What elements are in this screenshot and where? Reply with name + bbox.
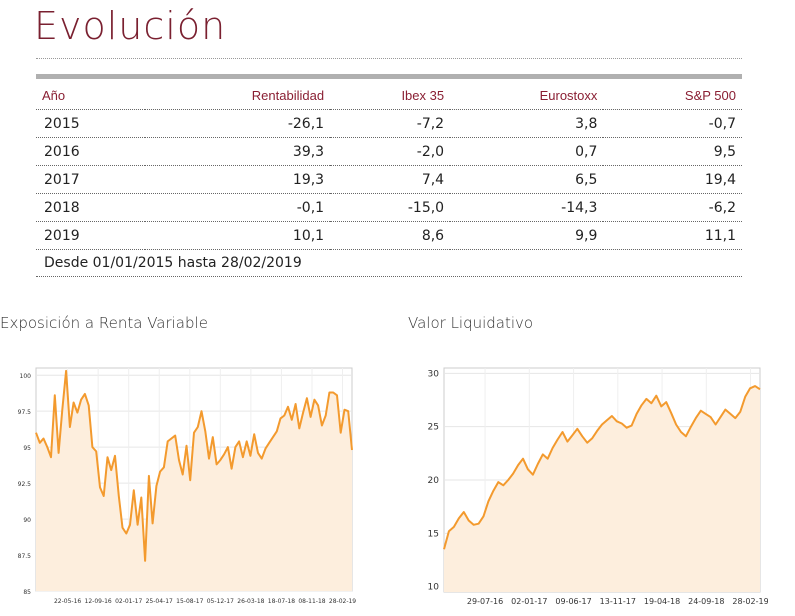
table-cell: -0,1 bbox=[145, 193, 331, 222]
table-cell: -2,0 bbox=[330, 137, 451, 166]
header-rentabilidad: Rentabilidad bbox=[145, 82, 331, 110]
table-row: 2016 39,3 -2,0 0,7 9,5 bbox=[36, 137, 742, 166]
y-tick-label: 30 bbox=[428, 369, 440, 379]
table-cell: 8,6 bbox=[330, 221, 451, 250]
table-cell: 9,5 bbox=[603, 137, 742, 166]
table-cell: -6,2 bbox=[603, 193, 742, 222]
table-cell: 19,3 bbox=[145, 165, 331, 194]
table-cell: 0,7 bbox=[450, 137, 604, 166]
table-cell: 3,8 bbox=[450, 109, 604, 138]
y-tick-label: 10 bbox=[428, 583, 440, 593]
x-tick-label: 26-03-18 bbox=[237, 598, 264, 605]
y-tick-label: 15 bbox=[428, 529, 439, 539]
x-tick-label: 12-09-16 bbox=[85, 598, 112, 605]
table-cell: 6,5 bbox=[450, 165, 604, 194]
y-tick-label: 87.5 bbox=[18, 553, 32, 560]
table-top-bar bbox=[36, 74, 742, 79]
header-sp500: S&P 500 bbox=[603, 82, 742, 110]
x-tick-label: 08-11-18 bbox=[298, 598, 325, 605]
x-tick-label: 18-07-18 bbox=[268, 598, 295, 605]
table-cell: 39,3 bbox=[145, 137, 331, 166]
nav-chart: 30 25 20 15 10 29-07-16 02-01-17 09-06-17 13-11-… bbox=[428, 367, 768, 606]
x-tick-label: 02-01-17 bbox=[115, 598, 142, 605]
table-row: 2019 10,1 8,6 9,9 11,1 bbox=[36, 221, 742, 250]
y-tick-label: 25 bbox=[428, 423, 439, 433]
x-tick-label: 28-02-19 bbox=[329, 598, 356, 605]
table-row: 2018 -0,1 -15,0 -14,3 -6,2 bbox=[36, 193, 742, 222]
y-tick-label: 100 bbox=[20, 373, 32, 380]
x-tick-label: 25-04-17 bbox=[146, 598, 173, 605]
table-cell: 2018 bbox=[36, 193, 145, 222]
y-tick-label: 97.5 bbox=[18, 409, 32, 416]
x-tick-label: 29-07-16 bbox=[467, 597, 503, 606]
table-cell: -0,7 bbox=[603, 109, 742, 138]
table-cell: 2017 bbox=[36, 165, 145, 194]
table-cell: -15,0 bbox=[330, 193, 451, 222]
series-line bbox=[443, 385, 761, 550]
table-cell: 2019 bbox=[36, 221, 145, 250]
x-tick-label: 24-09-18 bbox=[688, 597, 724, 606]
table-cell: -26,1 bbox=[145, 109, 331, 138]
chart-title-exposure: Exposición a Renta Variable bbox=[0, 314, 208, 332]
table-cell: 7,4 bbox=[330, 165, 451, 194]
x-tick-label: 22-05-16 bbox=[54, 598, 81, 605]
table-row: 2017 19,3 7,4 6,5 19,4 bbox=[36, 165, 742, 194]
y-tick-label: 85 bbox=[23, 589, 31, 596]
table-cell: 10,1 bbox=[145, 221, 331, 250]
y-tick-label: 20 bbox=[428, 476, 440, 486]
header-ibex35: Ibex 35 bbox=[330, 82, 451, 110]
exposure-chart: 100 97.5 95 92.5 90 87.5 85 22-05-16 12-09-16 02-… bbox=[18, 367, 356, 605]
table-cell: 11,1 bbox=[603, 221, 742, 250]
table-cell: -14,3 bbox=[450, 193, 604, 222]
title-divider bbox=[36, 58, 742, 59]
y-tick-label: 92.5 bbox=[18, 481, 32, 488]
table-cell: 19,4 bbox=[603, 165, 742, 194]
table-cell: 2016 bbox=[36, 137, 145, 166]
table-cell: 9,9 bbox=[450, 221, 604, 250]
chart-title-nav: Valor Liquidativo bbox=[408, 314, 534, 332]
y-tick-label: 95 bbox=[23, 445, 31, 452]
table-row: 2015 -26,1 -7,2 3,8 -0,7 bbox=[36, 109, 742, 138]
x-tick-label: 19-04-18 bbox=[644, 597, 680, 606]
header-year: Año bbox=[36, 82, 145, 110]
table-header-row: Año Rentabilidad Ibex 35 Eurostoxx S&P 5… bbox=[36, 82, 742, 110]
x-tick-label: 02-01-17 bbox=[511, 597, 547, 606]
table-cell: -7,2 bbox=[330, 109, 451, 138]
header-eurostoxx: Eurostoxx bbox=[450, 82, 604, 110]
table-cell: 2015 bbox=[36, 109, 145, 138]
x-tick-label: 15-08-17 bbox=[176, 598, 203, 605]
x-tick-label: 05-12-17 bbox=[207, 598, 234, 605]
x-tick-label: 13-11-17 bbox=[600, 597, 636, 606]
y-tick-label: 90 bbox=[23, 517, 31, 524]
x-tick-label: 28-02-19 bbox=[732, 597, 768, 606]
series-area bbox=[36, 370, 352, 591]
series-line bbox=[35, 369, 353, 562]
page-title: Evolución bbox=[34, 4, 227, 48]
returns-table: Año Rentabilidad Ibex 35 Eurostoxx S&P 5… bbox=[36, 82, 742, 250]
x-tick-label: 09-06-17 bbox=[555, 597, 591, 606]
series-area bbox=[444, 386, 760, 592]
period-note: Desde 01/01/2015 hasta 28/02/2019 bbox=[36, 250, 742, 277]
